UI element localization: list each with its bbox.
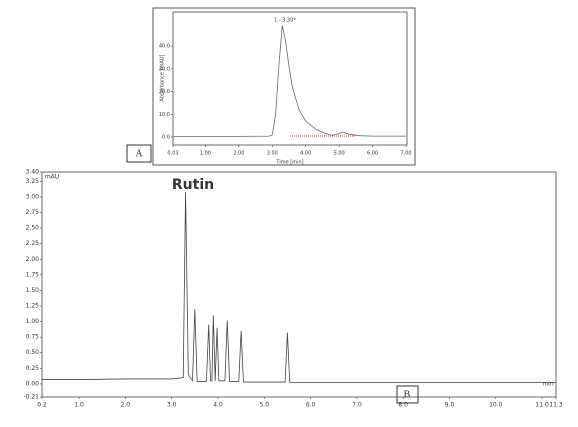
y-tick-label: 0.25 — [26, 365, 40, 372]
y-tick-label: 1.25 — [26, 303, 40, 310]
x-tick-label: 0.03 — [167, 151, 178, 157]
y-tick-label: 0.75 — [26, 334, 40, 341]
y-axis-label: Absorbance [mAU] — [160, 54, 166, 101]
trace — [173, 25, 406, 137]
plot-area — [172, 11, 408, 146]
y-tick-label: 3.00 — [26, 193, 40, 200]
x-tick-label: 2.00 — [233, 151, 244, 157]
x-tick-label: 4.0 — [213, 402, 223, 409]
y-tick-label: 1.00 — [26, 318, 40, 325]
x-tick-label: 3.0 — [167, 402, 177, 409]
x-tick-label: 5.0 — [259, 402, 269, 409]
x-tick-label: 7.0 — [352, 402, 362, 409]
panel-label: A — [135, 148, 143, 159]
y-tick-label: 1.75 — [26, 271, 40, 278]
panel-label: B — [404, 389, 411, 400]
y-tick-label: 0.50 — [26, 349, 40, 356]
x-tick-label: 6.00 — [367, 151, 378, 157]
y-tick-label: 20.0 — [159, 89, 170, 95]
y-tick-label: 10.0 — [159, 112, 170, 118]
x-tick-label: 7.00 — [400, 151, 411, 157]
x-tick-label: 5.00 — [334, 151, 345, 157]
panel-label-box — [126, 144, 152, 163]
y-tick-label: 3.25 — [26, 178, 40, 185]
panel-label-box — [396, 385, 419, 404]
y-tick-label: -0.21 — [23, 394, 39, 401]
y-tick-label: 0.0 — [162, 135, 170, 141]
y-tick-label: 1.50 — [26, 287, 40, 294]
x-tick-label: 1.00 — [200, 151, 211, 157]
x-tick-label: 4.00 — [300, 151, 311, 157]
y-tick-label: 2.50 — [26, 225, 40, 232]
y-axis-label: mAU — [45, 174, 59, 181]
x-tick-label: 0.2 — [37, 402, 47, 409]
x-tick-label: 3.00 — [267, 151, 278, 157]
x-tick-label: 11.3 — [549, 402, 563, 409]
x-tick-label: 6.0 — [306, 402, 316, 409]
x-tick-label: 10.0 — [489, 402, 503, 409]
peak-annotation: Rutin — [172, 177, 214, 193]
x-tick-label: 8.0 — [398, 402, 408, 409]
y-tick-label: 2.00 — [26, 256, 40, 263]
y-tick-label: 0.00 — [26, 380, 40, 387]
panel-a-frame — [152, 7, 416, 166]
x-tick-label: 11.0 — [535, 402, 549, 409]
y-tick-label: 30.0 — [159, 66, 170, 72]
y-tick-label: 2.75 — [26, 209, 40, 216]
plot-area — [41, 171, 557, 398]
x-axis-label: min — [542, 381, 554, 388]
trace — [42, 191, 556, 384]
x-tick-label: 1.0 — [74, 402, 84, 409]
x-axis-label: Time [min] — [275, 160, 303, 166]
y-tick-label: 2.25 — [26, 240, 40, 247]
peak-annotation: 1 - 3.30* — [274, 18, 296, 24]
x-tick-label: 9.0 — [445, 402, 455, 409]
y-tick-label: 40.0 — [159, 44, 170, 50]
y-tick-label: 3.40 — [26, 169, 40, 176]
x-tick-label: 2.0 — [121, 402, 131, 409]
